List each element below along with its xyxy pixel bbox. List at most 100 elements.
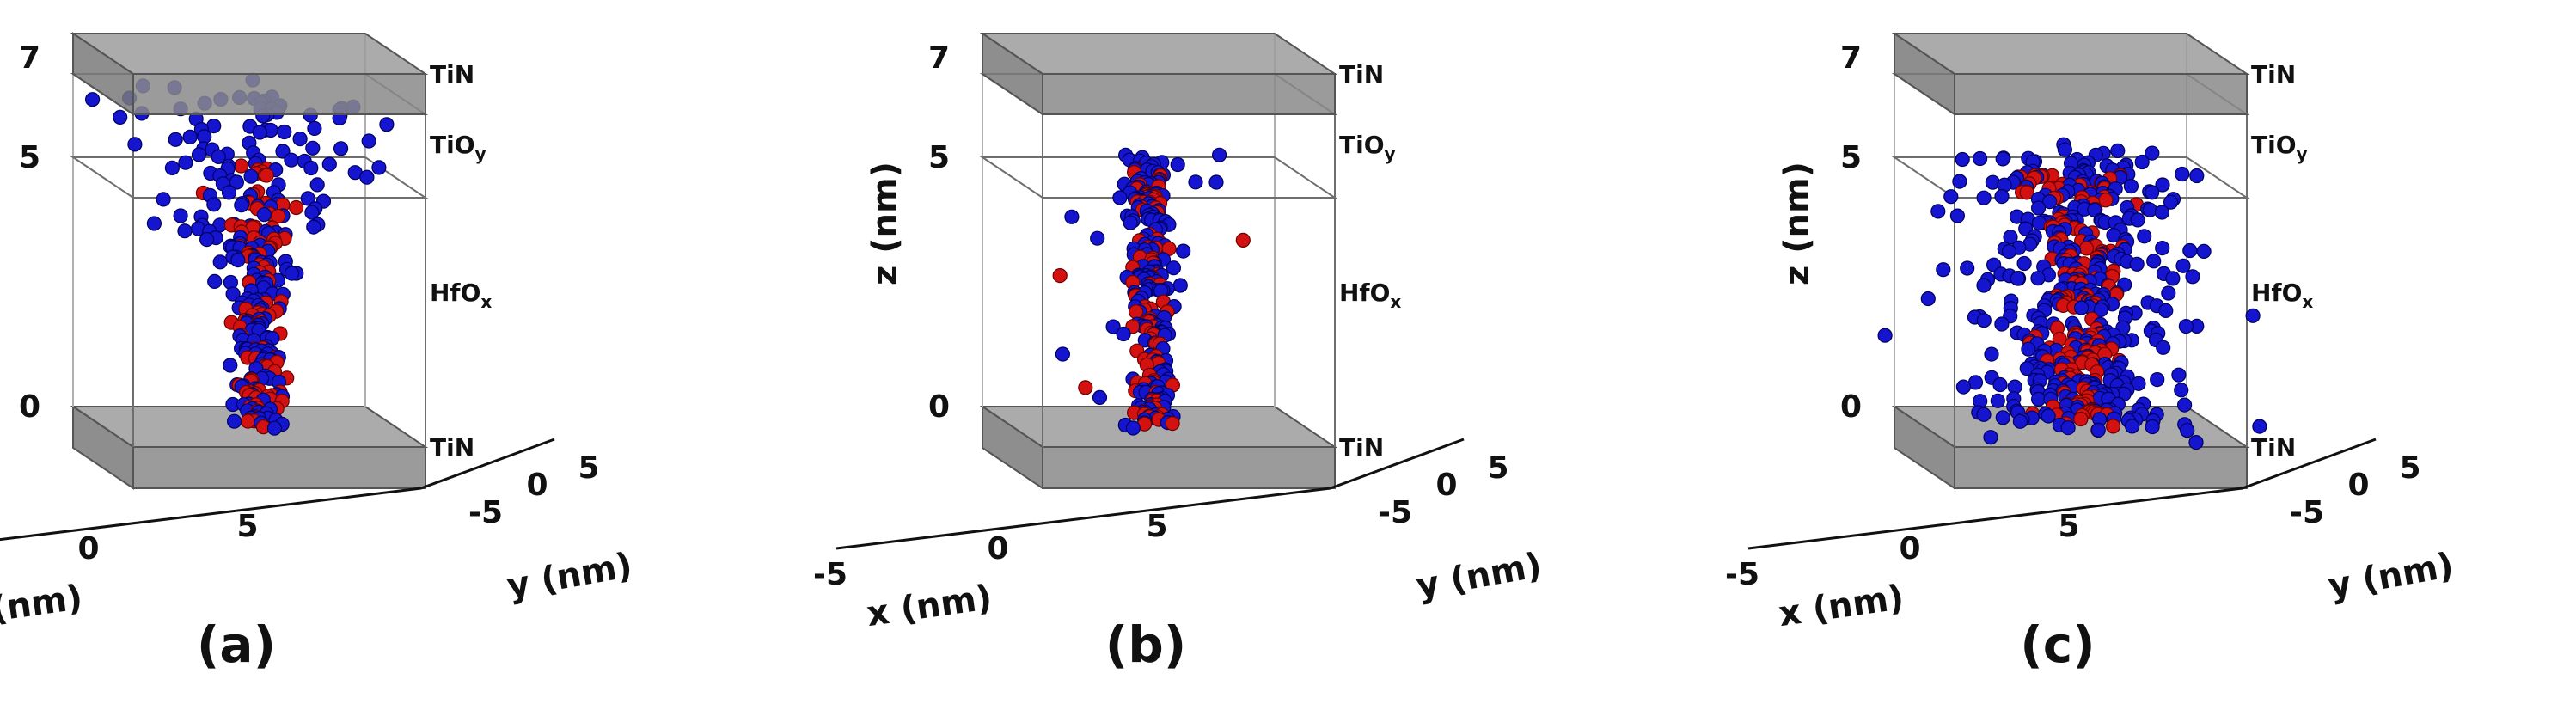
ion-point (178, 155, 193, 170)
ion-point (284, 152, 299, 168)
ion-point (309, 177, 325, 193)
ion-point (1976, 278, 1992, 293)
z-axis-title: z (nm) (866, 162, 905, 285)
ion-point (2041, 408, 2056, 424)
layer-subscript: x (2302, 291, 2313, 312)
vacancy-point (2073, 411, 2089, 427)
ion-point (206, 119, 222, 134)
y-tick-label: 0 (1435, 468, 1457, 503)
ion-point (164, 160, 180, 175)
x-axis-title: x (nm) (1776, 578, 1906, 634)
ion-point (1955, 151, 1970, 168)
layer-label: TiN (430, 60, 474, 89)
layer-label: TiOy (430, 131, 486, 164)
ion-point (1211, 147, 1227, 162)
layer-label: TiN (1339, 433, 1384, 462)
vacancy-point (1165, 416, 1180, 432)
layer-label: TiN (1339, 60, 1384, 89)
ion-point (1943, 189, 1959, 205)
bottom-electrode-side (72, 405, 134, 490)
ion-point (1064, 209, 1080, 224)
ion-point (182, 129, 198, 144)
ion-point (2245, 308, 2261, 323)
y-axis-line (2242, 438, 2377, 490)
ion-point (256, 207, 272, 223)
ion-point (1994, 316, 2010, 332)
ion-point (277, 124, 292, 140)
panel-label: (b) (1105, 615, 1187, 674)
ion-point (2154, 205, 2169, 220)
y-tick-label: -5 (2290, 495, 2324, 530)
ion-point (252, 125, 267, 140)
ion-point (2021, 341, 2036, 357)
top-electrode-side (72, 32, 134, 116)
ion-point (223, 358, 238, 373)
ion-point (306, 219, 321, 235)
ion-point (2175, 166, 2190, 182)
top-electrode-side (982, 32, 1043, 116)
ion-point (2134, 154, 2150, 170)
top-electrode-side (1894, 32, 1955, 116)
ion-point (2031, 200, 2047, 216)
x-tick-label: 5 (2058, 509, 2079, 544)
ion-point (2019, 361, 2034, 376)
top-electrode-top (1891, 33, 2250, 75)
ion-point (84, 92, 101, 107)
ion-point (1992, 376, 2008, 393)
x-axis-line (835, 487, 1331, 550)
ion-point (2145, 419, 2160, 435)
ion-point (371, 160, 387, 175)
ion-point (2129, 256, 2145, 272)
ion-point (2130, 212, 2145, 228)
ion-point (1166, 260, 1182, 276)
ion-point (1170, 156, 1185, 173)
ion-point (1092, 389, 1108, 405)
ion-point (2156, 340, 2171, 355)
ion-point (127, 137, 143, 152)
x-tick-label: 0 (1899, 531, 1920, 566)
ion-point (1936, 262, 1951, 278)
ion-point (2178, 319, 2194, 334)
x-axis-title: x (nm) (0, 578, 85, 634)
ion-point (2145, 145, 2160, 161)
ion-point (2030, 271, 2046, 286)
layer-label: HfOx (2251, 279, 2313, 312)
ion-point (211, 149, 226, 164)
ion-point (2090, 422, 2106, 438)
ion-point (2196, 243, 2212, 259)
z-tick-label: 0 (928, 389, 950, 425)
top-electrode-top (979, 33, 1338, 75)
ion-point (2182, 242, 2198, 259)
ion-point (1208, 174, 1224, 190)
ion-point (1176, 243, 1191, 259)
ion-point (207, 273, 223, 289)
ion-point (379, 117, 395, 132)
ion-point (2145, 185, 2160, 200)
ion-point (333, 141, 349, 156)
ion-point (284, 266, 300, 281)
x-tick-label: 5 (1146, 509, 1167, 544)
top-electrode-front (1954, 73, 2248, 115)
ion-point (1983, 430, 1998, 445)
ion-point (2252, 419, 2267, 434)
ion-point (227, 413, 242, 429)
ion-point (1090, 230, 1105, 246)
ion-point (361, 133, 376, 149)
ion-point (2010, 271, 2025, 286)
y-axis-line (420, 438, 555, 490)
x-tick-label: 5 (236, 509, 258, 544)
layer-subscript: x (480, 291, 492, 312)
layer-label: TiOy (2251, 131, 2308, 164)
ion-point (305, 140, 321, 156)
y-tick-label: 5 (1487, 450, 1508, 486)
z-tick-label: 5 (19, 140, 40, 175)
ion-point (2155, 241, 2170, 256)
ion-point (234, 198, 249, 213)
ion-point (243, 168, 259, 184)
ion-point (1877, 328, 1893, 343)
z-tick-label: 7 (19, 40, 40, 76)
x-axis-line (0, 487, 422, 542)
